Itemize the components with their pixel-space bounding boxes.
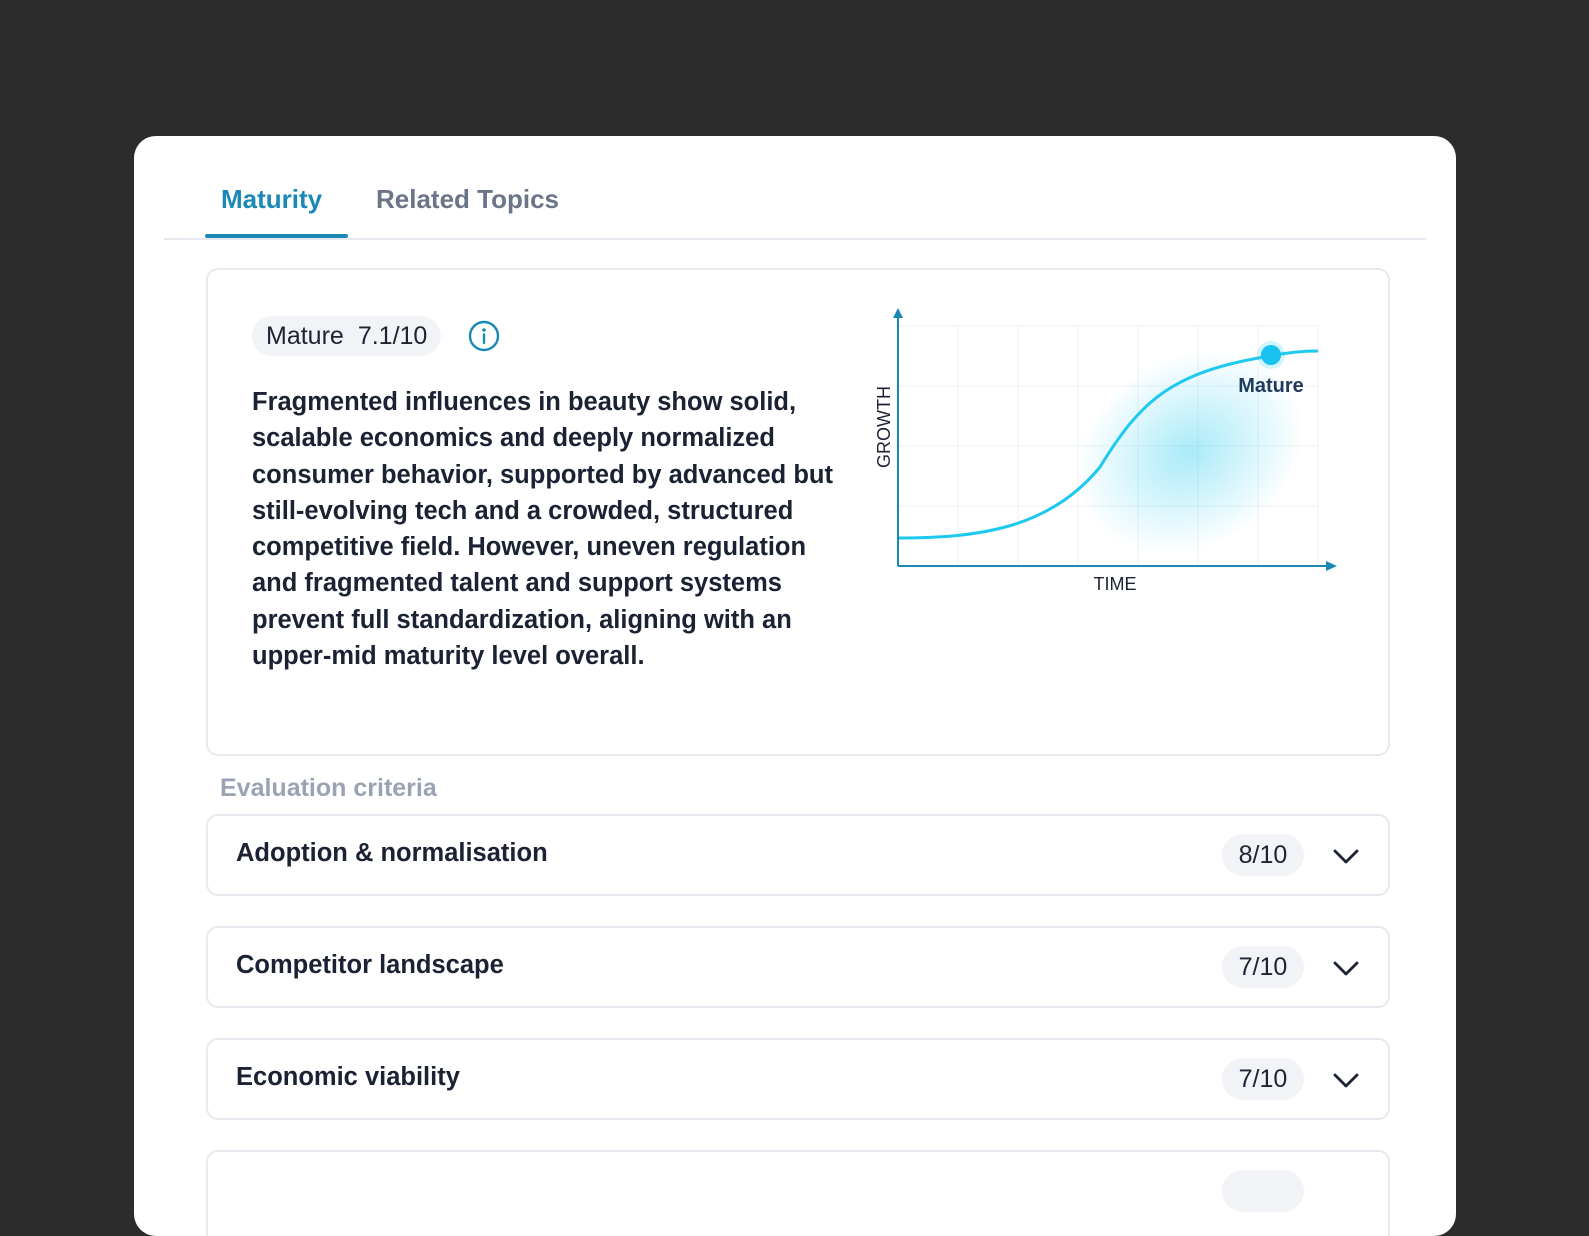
chevron-down-icon[interactable] (1332, 843, 1360, 869)
criteria-row-adoption[interactable]: Adoption & normalisation 8/10 (206, 814, 1390, 896)
criteria-score-badge: 7/10 (1222, 946, 1304, 988)
active-tab-indicator (205, 234, 348, 238)
maturity-score-value: 7.1/10 (357, 321, 428, 350)
maturity-description: Fragmented influences in beauty show sol… (252, 388, 833, 671)
maturity-summary-card: Mature 7.1/10 Fragmented influences in b… (206, 268, 1390, 756)
maturity-curve-chart: Mature TIME GROWTH (874, 308, 1337, 594)
criteria-label: Economic viability (236, 1063, 460, 1091)
chart-y-axis-arrow (893, 308, 903, 318)
tab-maturity[interactable]: Maturity (221, 184, 323, 214)
chart-x-axis-arrow (1326, 561, 1337, 571)
criteria-label: Adoption & normalisation (236, 839, 548, 867)
chart-y-label: GROWTH (874, 386, 894, 468)
criteria-score-badge-partial (1222, 1170, 1304, 1212)
criteria-score-badge: 8/10 (1222, 834, 1304, 876)
chart-highlight-area (1075, 350, 1305, 554)
criteria-row-economic[interactable]: Economic viability 7/10 (206, 1038, 1390, 1120)
criteria-score-badge: 7/10 (1222, 1058, 1304, 1100)
tab-bar: Maturity Related Topics (164, 136, 1426, 240)
evaluation-criteria-heading: Evaluation criteria (220, 774, 437, 802)
criteria-row-partial[interactable] (206, 1150, 1390, 1236)
chevron-down-icon[interactable] (1332, 955, 1360, 981)
info-icon[interactable] (468, 320, 500, 352)
maturity-stage-label: Mature (266, 321, 344, 350)
chart-x-label: TIME (1094, 574, 1137, 594)
tab-related-topics[interactable]: Related Topics (376, 184, 560, 214)
chart-marker-point (1261, 345, 1281, 365)
criteria-label: Competitor landscape (236, 951, 504, 979)
maturity-panel: Maturity Related Topics Mature 7.1/10 Fr… (134, 136, 1456, 1236)
maturity-score-badge: Mature 7.1/10 (252, 316, 442, 356)
chart-marker-label: Mature (1238, 375, 1304, 397)
chevron-down-icon[interactable] (1332, 1067, 1360, 1093)
criteria-row-competitor[interactable]: Competitor landscape 7/10 (206, 926, 1390, 1008)
